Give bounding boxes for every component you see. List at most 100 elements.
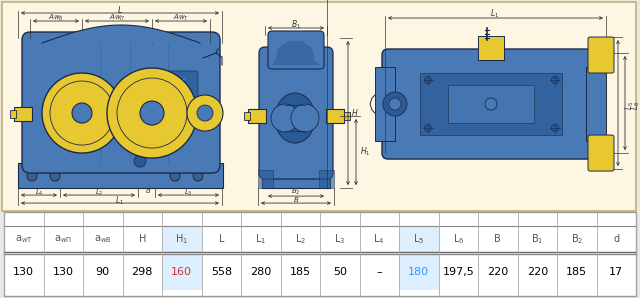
Text: a$_{w\mathrm{T}}$: a$_{w\mathrm{T}}$ [15,233,33,245]
Text: 90: 90 [96,267,110,277]
Text: 180: 180 [408,267,429,277]
Text: Аw$_{Б}$: Аw$_{Б}$ [48,13,64,23]
Text: 130: 130 [13,267,35,277]
Text: B: B [294,197,298,203]
FancyBboxPatch shape [18,163,223,188]
Circle shape [107,68,197,158]
FancyBboxPatch shape [420,73,562,135]
Polygon shape [42,25,200,43]
FancyBboxPatch shape [208,110,222,118]
FancyBboxPatch shape [344,112,350,120]
FancyBboxPatch shape [382,49,599,159]
FancyBboxPatch shape [4,212,636,296]
Text: 50: 50 [333,267,347,277]
Circle shape [187,95,223,131]
Text: 220: 220 [487,267,508,277]
Circle shape [193,171,203,181]
Circle shape [271,104,299,132]
Circle shape [424,125,431,131]
Circle shape [134,155,146,167]
FancyBboxPatch shape [588,135,614,171]
Text: H$_{1}$: H$_{1}$ [175,232,188,246]
Text: L$_{3}$: L$_{3}$ [334,232,346,246]
Text: H: H [352,108,358,117]
Text: B$_{1}$: B$_{1}$ [291,19,301,31]
FancyBboxPatch shape [258,170,273,188]
Text: ВК
350: ВК 350 [177,79,187,89]
Text: 280: 280 [250,267,271,277]
Ellipse shape [597,146,605,160]
Ellipse shape [275,93,315,143]
Text: L$_{1}$: L$_{1}$ [115,194,125,207]
Text: d: d [613,234,620,244]
Circle shape [383,92,407,116]
Circle shape [50,81,114,145]
Text: δ сапун: δ сапун [140,147,160,152]
Text: B$_{2}$: B$_{2}$ [571,232,583,246]
Circle shape [72,103,92,123]
Text: 130: 130 [52,267,74,277]
Circle shape [389,98,401,110]
Text: B$_{1}$: B$_{1}$ [531,232,543,246]
FancyBboxPatch shape [588,37,614,73]
Text: B: B [494,234,501,244]
Text: 220: 220 [527,267,548,277]
Text: L$_{6}$: L$_{6}$ [452,232,464,246]
Circle shape [552,125,559,131]
Circle shape [552,77,559,83]
FancyBboxPatch shape [244,112,250,120]
FancyBboxPatch shape [586,67,606,141]
FancyBboxPatch shape [248,109,266,123]
Text: L$_{1}$: L$_{1}$ [490,8,500,20]
Text: 298: 298 [132,267,153,277]
Text: 197,5: 197,5 [442,267,474,277]
FancyBboxPatch shape [259,47,333,179]
FancyBboxPatch shape [326,109,344,123]
FancyBboxPatch shape [262,170,330,188]
Text: Аw$_{Т}$: Аw$_{Т}$ [173,13,189,23]
FancyBboxPatch shape [448,85,534,123]
Text: L$_{1}$: L$_{1}$ [255,232,266,246]
Circle shape [42,73,122,153]
Text: H$_{1}$: H$_{1}$ [360,146,371,158]
FancyBboxPatch shape [166,71,198,97]
FancyBboxPatch shape [22,32,220,173]
FancyBboxPatch shape [268,31,324,69]
FancyBboxPatch shape [399,226,438,252]
Circle shape [424,77,431,83]
Text: H: H [139,234,146,244]
Text: L$_{5}$: L$_{5}$ [413,232,424,246]
Text: d: d [146,187,150,194]
Text: L$_{2}$: L$_{2}$ [95,187,103,198]
Text: 185: 185 [290,267,311,277]
FancyBboxPatch shape [10,110,16,118]
Text: 160: 160 [172,267,192,277]
Text: Аw$_{П}$: Аw$_{П}$ [109,13,125,23]
FancyBboxPatch shape [319,170,334,188]
Circle shape [291,104,319,132]
Circle shape [27,171,37,181]
Text: L$_{4}$: L$_{4}$ [35,187,44,198]
Circle shape [140,101,164,125]
FancyBboxPatch shape [14,107,32,121]
Circle shape [50,171,60,181]
FancyBboxPatch shape [399,254,438,290]
FancyBboxPatch shape [162,226,202,252]
Text: L$_{2}$: L$_{2}$ [294,232,306,246]
FancyBboxPatch shape [375,67,395,141]
Text: a$_{w\mathrm{B}}$: a$_{w\mathrm{B}}$ [94,233,111,245]
FancyBboxPatch shape [112,29,128,39]
FancyBboxPatch shape [2,2,636,211]
Text: L$_{5}$: L$_{5}$ [623,100,636,110]
Text: a$_{w\mathrm{\Pi}}$: a$_{w\mathrm{\Pi}}$ [54,233,72,245]
Circle shape [117,78,187,148]
Text: 185: 185 [566,267,588,277]
Circle shape [197,105,213,121]
Text: L$_{6}$: L$_{6}$ [630,100,640,110]
Text: –: – [376,267,382,277]
Text: L: L [118,5,122,15]
Polygon shape [272,41,320,65]
Ellipse shape [597,48,605,62]
Text: L: L [218,234,224,244]
Text: 558: 558 [211,267,232,277]
